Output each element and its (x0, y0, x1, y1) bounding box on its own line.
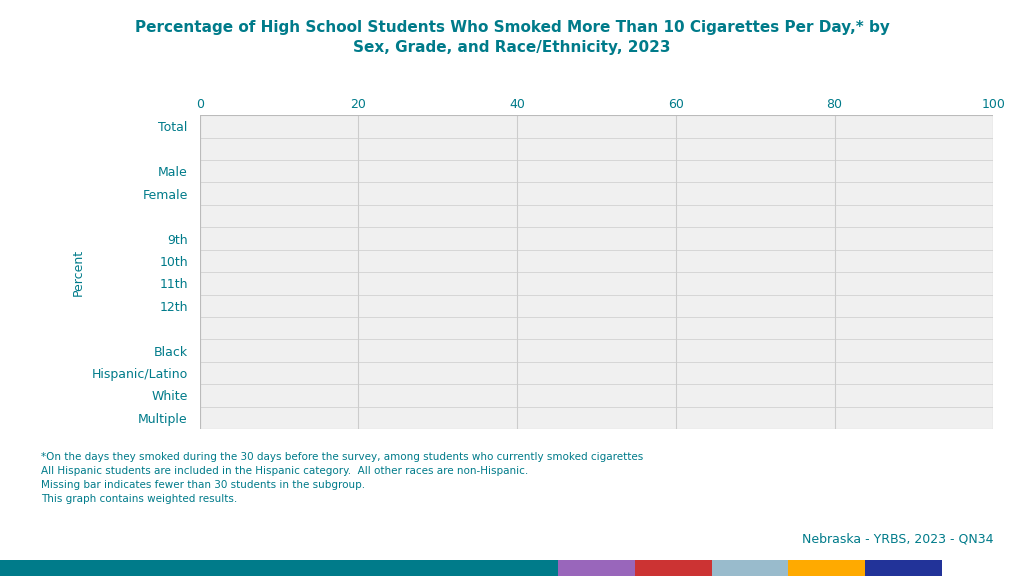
Bar (712, 560, 788, 576)
Y-axis label: Percent: Percent (72, 249, 85, 295)
Text: Nebraska - YRBS, 2023 - QN34: Nebraska - YRBS, 2023 - QN34 (802, 533, 993, 546)
Bar (788, 560, 865, 576)
Bar (0, 560, 558, 576)
Bar (635, 560, 712, 576)
Bar (865, 560, 942, 576)
Text: *On the days they smoked during the 30 days before the survey, among students wh: *On the days they smoked during the 30 d… (41, 452, 643, 504)
Bar (558, 560, 635, 576)
Text: Percentage of High School Students Who Smoked More Than 10 Cigarettes Per Day,* : Percentage of High School Students Who S… (134, 20, 890, 55)
